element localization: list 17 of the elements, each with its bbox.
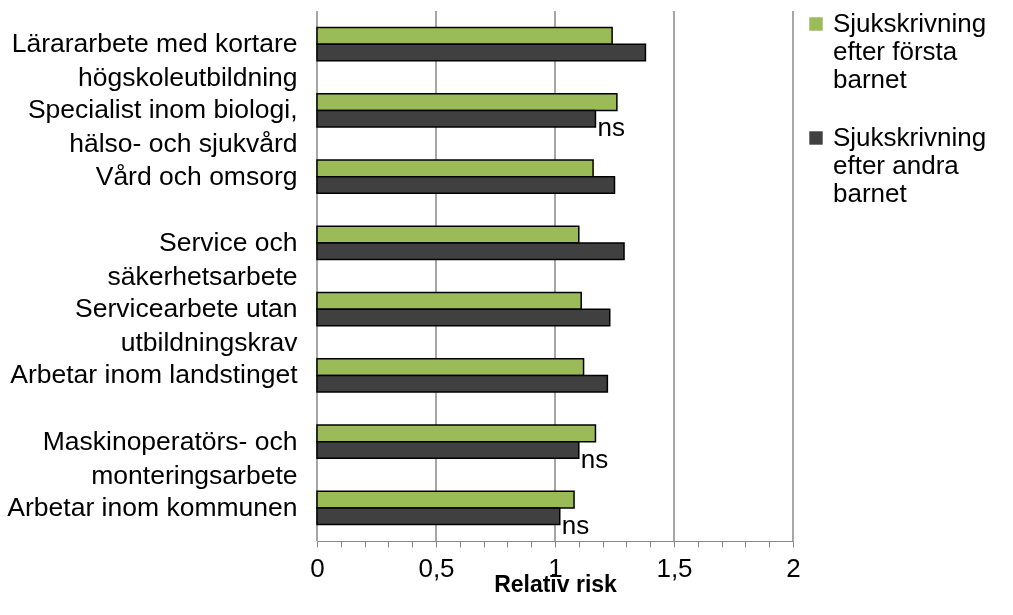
y-tick-label: Lärararbete med kortare högskoleutbildning [11,28,298,93]
y-tick-label: Arbetar inom landstinget [10,359,299,390]
y-tick-label: Service och säkerhetsarbete [107,226,298,291]
annotation: ns [561,509,590,540]
x-tick-label: 0 [310,552,325,583]
annotation: ns [580,443,609,474]
y-tick-label: Maskinoperatörs- och monteringsarbete [42,425,298,490]
y-tick-label: Servicearbete utan utbildningskrav [75,293,299,358]
y-tick-label: Specialist inom biologi, hälso- och sjukvård [27,94,298,159]
x-tick-label: 1,5 [656,552,693,583]
x-tick-label: 0,5 [418,552,455,583]
annotation: ns [597,112,625,143]
x-tick-label: 2 [786,552,801,583]
legend-label: Sjukskrivning efter andra barnet [833,122,987,208]
y-tick-label: Vård och omsorg [95,160,298,191]
y-tick-label: Arbetar inom kommunen [7,491,298,522]
legend-label: Sjukskrivning efter första barnet [833,8,987,94]
